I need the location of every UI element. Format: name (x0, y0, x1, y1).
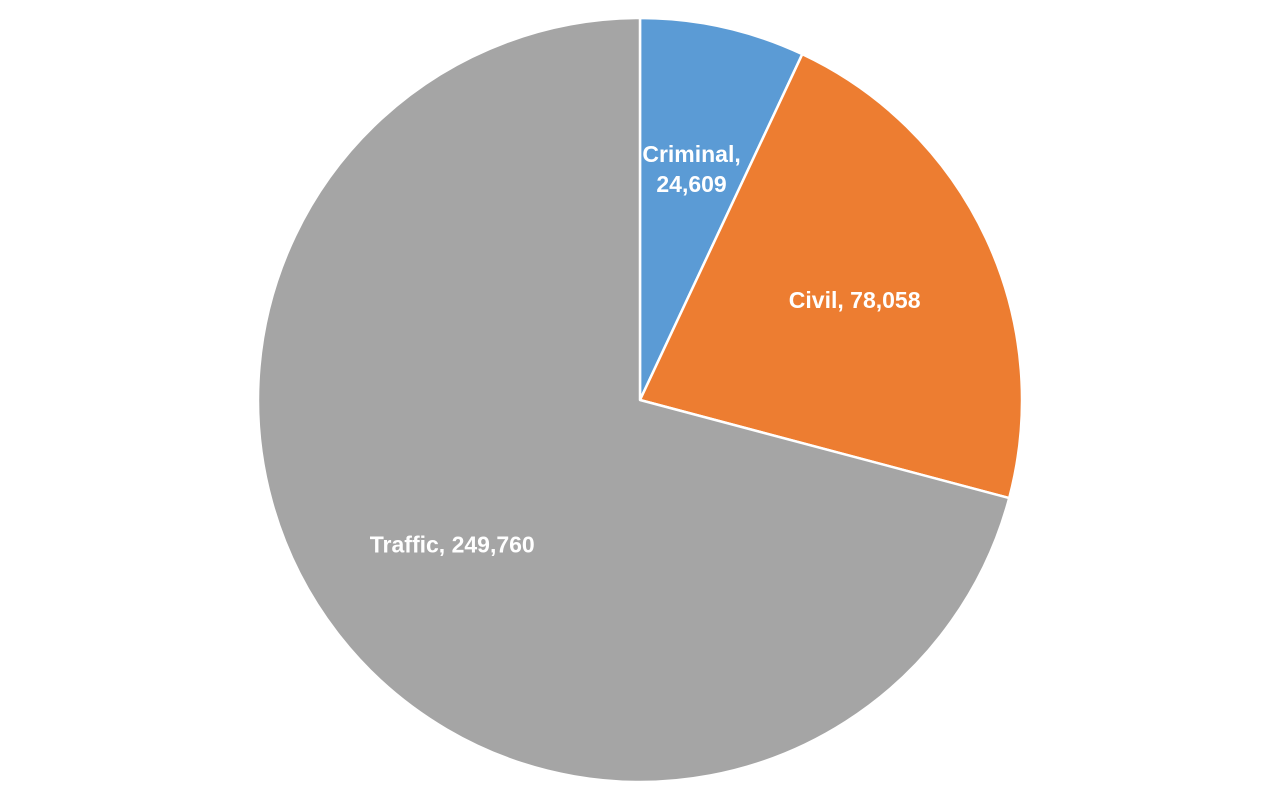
data-label-criminal: Criminal, 24,609 (642, 141, 740, 197)
data-label-civil: Civil, 78,058 (789, 287, 921, 313)
pie-slice-criminal (638, 16, 804, 402)
pie-slices (256, 16, 1024, 784)
data-label-traffic: Traffic, 249,760 (370, 531, 535, 557)
pie-labels: Criminal, 24,609 Civil, 78,058 Traffic, 249… (370, 141, 921, 558)
data-label-line: Criminal, (642, 141, 740, 167)
pie-slice-civil (638, 52, 1024, 500)
data-label-line: 24,609 (656, 171, 726, 197)
pie-slice-traffic (256, 16, 1011, 784)
data-label-line: Traffic, 249,760 (370, 531, 535, 557)
data-label-line: Civil, 78,058 (789, 287, 921, 313)
